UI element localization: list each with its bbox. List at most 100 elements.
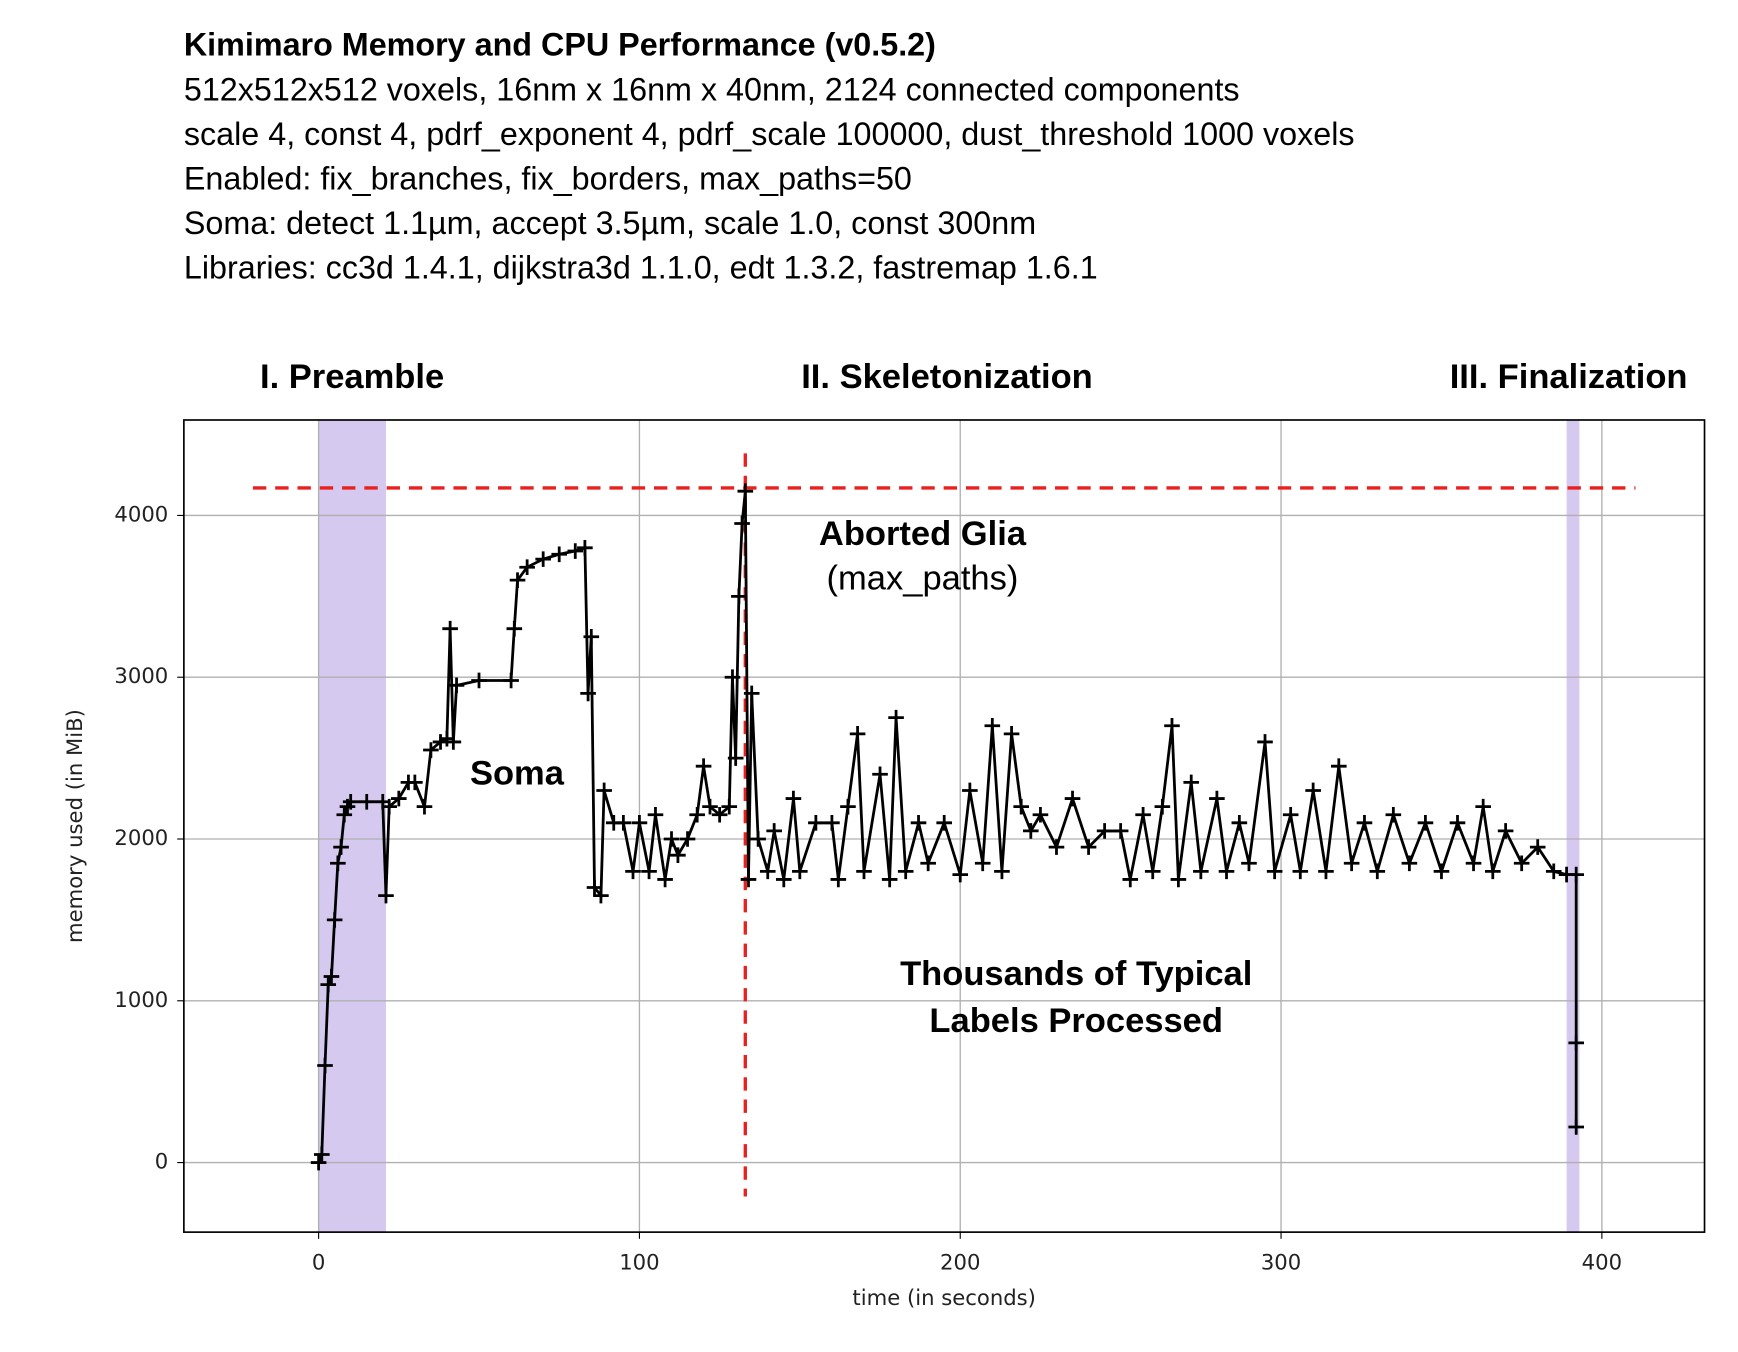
data-point [702, 798, 718, 815]
data-point [974, 855, 991, 872]
data-point [775, 871, 792, 888]
data-point [727, 750, 744, 766]
data-point [663, 831, 680, 847]
data-point [830, 871, 847, 888]
shaded-span [318, 419, 386, 1233]
data-point [1417, 815, 1434, 831]
data-point [1568, 1119, 1585, 1135]
data-point [596, 782, 612, 799]
data-point [407, 774, 423, 791]
data-point [1023, 823, 1039, 839]
annotation: Aborted Glia [819, 515, 1027, 553]
data-point [766, 823, 782, 839]
x-tick-label: 100 [619, 1249, 659, 1274]
data-point [1183, 774, 1200, 791]
data-point [317, 1057, 333, 1074]
data-point [734, 515, 750, 532]
data-point [920, 855, 936, 872]
data-point [721, 798, 738, 815]
data-point [1369, 863, 1386, 880]
x-tick-label: 0 [312, 1249, 325, 1274]
data-point [442, 620, 458, 637]
data-point [567, 543, 584, 559]
data-point [1385, 806, 1402, 823]
data-point [962, 782, 978, 799]
data-point [310, 1154, 327, 1171]
data-point [378, 887, 394, 904]
data-point [740, 871, 757, 888]
data-point [792, 863, 808, 880]
data-point [785, 790, 802, 807]
data-point [577, 540, 593, 556]
data-point [503, 672, 519, 689]
data-point [711, 806, 728, 823]
data-point [551, 546, 568, 563]
data-point [506, 620, 523, 637]
data-point [323, 968, 340, 985]
y-tick-label: 4000 [114, 501, 168, 526]
subtitle-line: Soma: detect 1.1µm, accept 3.5µm, scale … [184, 205, 1036, 241]
data-point [936, 815, 952, 831]
data-point [737, 483, 754, 499]
data-point [336, 806, 353, 823]
data-point [824, 815, 840, 831]
data-point [647, 806, 664, 823]
data-point [888, 709, 904, 726]
section-label: II. Skeletonization [801, 358, 1093, 396]
y-tick-label: 3000 [114, 663, 168, 688]
data-point [1568, 1035, 1585, 1051]
data-point [1484, 863, 1501, 880]
data-point [984, 717, 1001, 734]
data-point [416, 798, 433, 815]
data-point [1568, 866, 1585, 883]
data-point [856, 863, 872, 880]
data-point [1154, 798, 1171, 815]
data-point [358, 793, 375, 810]
data-point [1343, 855, 1360, 872]
data-point [580, 685, 596, 702]
data-point [1305, 782, 1321, 799]
data-point [1064, 790, 1081, 807]
data-point [1282, 806, 1299, 823]
x-tick-label: 200 [940, 1249, 980, 1274]
data-point [952, 866, 969, 883]
data-point [1122, 871, 1139, 888]
data-point [1475, 798, 1491, 815]
y-tick-label: 1000 [114, 987, 168, 1012]
data-point [448, 677, 465, 694]
data-point [314, 1146, 330, 1163]
data-point [1144, 863, 1161, 880]
data-point [1112, 823, 1129, 839]
chart-title: Kimimaro Memory and CPU Performance (v0.… [184, 27, 936, 63]
data-point [509, 572, 526, 588]
data-point [731, 588, 747, 605]
data-point [583, 628, 600, 645]
y-tick-label: 0 [155, 1149, 168, 1174]
data-point [326, 912, 343, 928]
data-point [391, 790, 407, 807]
data-point [872, 766, 888, 783]
data-point [1003, 726, 1020, 742]
data-point [743, 685, 760, 702]
data-point [1048, 839, 1065, 855]
data-point [657, 871, 673, 888]
data-point [808, 815, 824, 831]
annotation: Labels Processed [929, 1002, 1223, 1040]
data-point [1331, 758, 1347, 775]
data-point [1164, 717, 1180, 734]
data-point [1497, 823, 1514, 839]
data-point [333, 839, 349, 855]
data-point [759, 863, 776, 880]
plot-frame [183, 419, 1706, 1233]
annotation: Soma [470, 754, 565, 792]
data-point [342, 793, 359, 810]
data-point [750, 831, 766, 847]
subtitle-line: Libraries: cc3d 1.4.1, dijkstra3d 1.1.0,… [184, 250, 1098, 286]
data-point [586, 879, 603, 896]
data-point [1545, 863, 1562, 880]
data-point [1096, 823, 1113, 839]
data-point [994, 863, 1010, 880]
annotation: (max_paths) [827, 560, 1019, 598]
data-point [670, 847, 686, 863]
